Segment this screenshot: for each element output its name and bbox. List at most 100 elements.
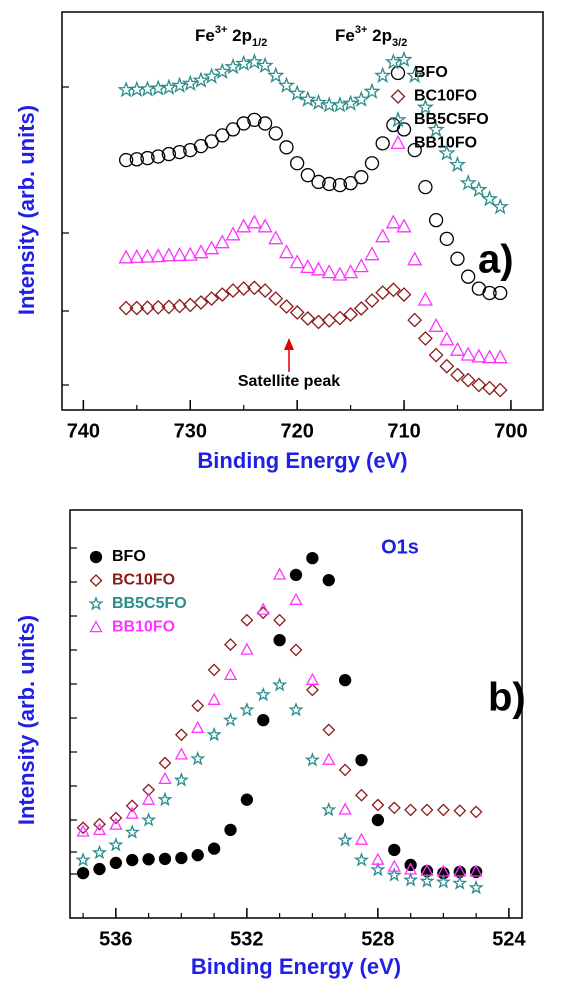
marker: [181, 74, 199, 91]
marker: [448, 155, 467, 173]
marker: [175, 851, 188, 865]
marker: [416, 98, 435, 115]
marker: [124, 824, 140, 839]
marker: [215, 128, 230, 143]
marker: [273, 567, 287, 580]
legend-marker: [390, 65, 406, 81]
marker: [420, 863, 434, 876]
marker: [272, 677, 288, 692]
marker: [468, 879, 484, 895]
marker: [76, 821, 90, 835]
marker: [403, 872, 419, 887]
marker: [142, 853, 155, 866]
marker: [332, 266, 348, 281]
marker: [459, 174, 477, 191]
marker: [129, 249, 145, 264]
marker: [125, 799, 139, 813]
marker: [214, 234, 230, 249]
marker: [453, 864, 467, 877]
marker: [268, 126, 283, 141]
marker: [388, 843, 401, 857]
marker: [300, 259, 316, 274]
legend-marker: [390, 89, 406, 104]
marker: [355, 753, 368, 767]
marker: [257, 116, 273, 131]
marker: [370, 861, 386, 877]
marker: [385, 282, 401, 298]
marker: [420, 803, 434, 817]
x-tick-label: 740: [67, 420, 100, 442]
x-tick-label: 720: [280, 420, 313, 442]
marker: [247, 112, 262, 128]
marker: [331, 96, 349, 113]
marker: [191, 849, 204, 862]
marker: [354, 832, 369, 845]
marker: [371, 813, 385, 827]
peak-label-part: 3+: [355, 24, 368, 36]
marker: [321, 801, 337, 817]
marker: [151, 149, 166, 164]
legend-marker: [88, 596, 104, 611]
marker: [257, 713, 270, 727]
marker: [138, 80, 157, 97]
marker: [93, 817, 106, 831]
marker: [193, 295, 209, 310]
marker: [141, 812, 157, 827]
marker: [235, 54, 253, 72]
marker: [108, 836, 124, 852]
legend-label: BB5C5FO: [112, 595, 187, 612]
legend-label: BC10FO: [414, 88, 477, 105]
marker: [354, 170, 369, 185]
marker: [118, 152, 134, 168]
marker: [129, 152, 144, 167]
peak-label-part: Fe: [335, 26, 355, 45]
marker: [150, 299, 166, 315]
marker: [128, 80, 146, 97]
legend-marker: [389, 110, 407, 128]
marker: [436, 803, 450, 817]
marker: [419, 873, 435, 888]
marker: [157, 791, 173, 807]
marker: [158, 771, 172, 785]
marker: [364, 156, 380, 171]
marker: [239, 701, 255, 717]
legend-label: BB5C5FO: [414, 111, 489, 128]
marker: [191, 720, 205, 734]
x-tick-label: 532: [230, 928, 263, 950]
marker: [289, 568, 303, 582]
marker: [449, 341, 466, 356]
marker: [427, 120, 445, 138]
peak-label: Fe3+ 2p3/2: [335, 24, 407, 49]
marker: [450, 367, 465, 383]
marker: [207, 692, 221, 705]
marker: [245, 53, 264, 70]
marker: [191, 699, 205, 713]
marker: [343, 175, 358, 191]
marker: [149, 79, 167, 96]
marker: [279, 140, 294, 155]
marker: [438, 144, 456, 161]
marker: [450, 251, 465, 266]
marker: [387, 859, 401, 872]
marker: [236, 218, 252, 233]
marker: [173, 772, 189, 787]
marker: [300, 311, 316, 326]
legend-marker: [390, 134, 406, 150]
marker: [439, 331, 455, 346]
marker: [338, 763, 352, 777]
marker: [126, 853, 139, 867]
marker: [172, 247, 188, 262]
panel-label: b): [488, 676, 526, 720]
marker: [288, 84, 306, 101]
legend-label: BC10FO: [112, 572, 175, 589]
marker: [109, 817, 123, 830]
legend-label: BFO: [112, 548, 146, 565]
marker: [289, 305, 305, 320]
marker: [364, 293, 380, 309]
marker: [91, 844, 108, 860]
marker: [278, 244, 295, 259]
marker: [471, 377, 487, 393]
marker: [385, 214, 401, 229]
marker: [288, 702, 304, 717]
marker: [395, 50, 413, 68]
